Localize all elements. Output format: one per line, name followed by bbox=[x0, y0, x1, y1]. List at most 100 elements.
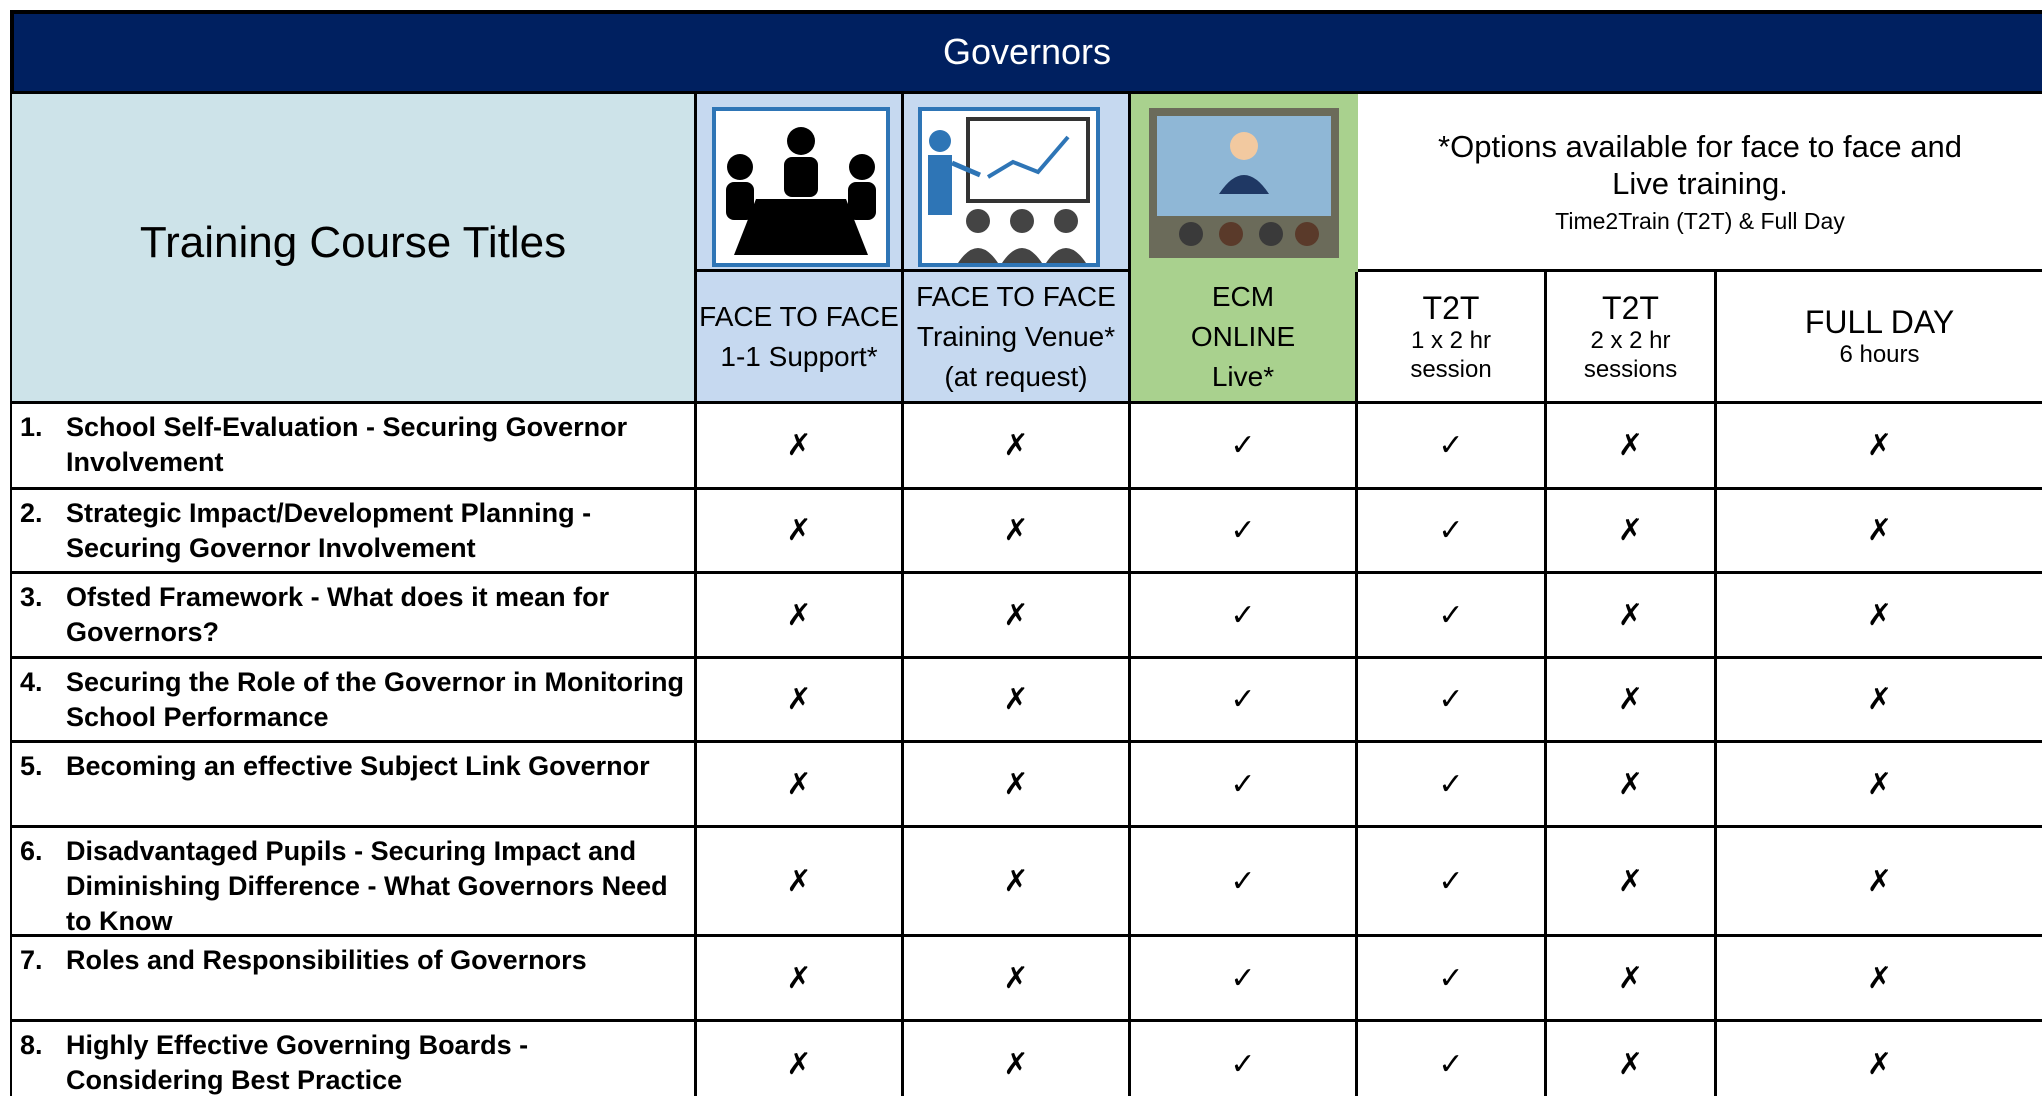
mark-cell: ✗ bbox=[904, 743, 1131, 828]
mark-cell: ✗ bbox=[1547, 828, 1717, 937]
mark-cell: ✓ bbox=[1131, 937, 1358, 1022]
column-label: session bbox=[1410, 355, 1492, 383]
column-label: T2T bbox=[1602, 289, 1659, 326]
row-title-text: Securing the Role of the Governor in Mon… bbox=[66, 667, 685, 732]
column-label: 1-1 Support* bbox=[720, 340, 878, 372]
mark: ✓ bbox=[1230, 863, 1256, 899]
mark: ✗ bbox=[1003, 766, 1029, 802]
column-header: FULL DAY 6 hours bbox=[1717, 272, 2042, 404]
column-label: ECM bbox=[1211, 280, 1275, 312]
row-number: 4. bbox=[20, 667, 43, 697]
mark: ✗ bbox=[1617, 960, 1644, 996]
mark: ✗ bbox=[786, 428, 812, 463]
column-label: Training Venue* bbox=[916, 320, 1116, 352]
row-title: 4. Securing the Role of the Governor in M… bbox=[12, 659, 697, 743]
mark: ✓ bbox=[1230, 682, 1256, 717]
mark: ✗ bbox=[786, 863, 812, 899]
column-label: FACE TO FACE bbox=[916, 280, 1116, 312]
mark-cell: ✗ bbox=[697, 743, 904, 828]
mark: ✗ bbox=[1003, 597, 1029, 633]
row-number: 5. bbox=[20, 751, 43, 781]
mark-cell: ✗ bbox=[1547, 659, 1717, 743]
mark-cell: ✓ bbox=[1358, 490, 1547, 574]
mark: ✓ bbox=[1230, 1047, 1256, 1082]
mark: ✓ bbox=[1230, 513, 1256, 548]
mark: ✗ bbox=[1617, 597, 1644, 633]
mark-cell: ✓ bbox=[1131, 743, 1358, 828]
mark-cell: ✓ bbox=[1358, 828, 1547, 937]
column-header: T2T 1 x 2 hr session bbox=[1358, 272, 1547, 404]
mark: ✗ bbox=[786, 766, 812, 802]
mark: ✗ bbox=[1617, 682, 1644, 717]
mark-cell: ✗ bbox=[904, 659, 1131, 743]
mark: ✗ bbox=[786, 513, 812, 548]
row-title: 8. Highly Effective Governing Boards - Co… bbox=[12, 1022, 697, 1096]
mark-cell: ✓ bbox=[1358, 743, 1547, 828]
mark: ✗ bbox=[1866, 513, 1893, 548]
mark-cell: ✗ bbox=[1717, 574, 2042, 659]
mark: ✗ bbox=[1617, 428, 1644, 463]
column-label: (at request) bbox=[944, 360, 1088, 392]
column-header: ECM ONLINE Live* bbox=[1131, 272, 1358, 404]
mark-cell: ✓ bbox=[1131, 828, 1358, 937]
mark-cell: ✗ bbox=[1547, 404, 1717, 490]
mark-cell: ✗ bbox=[904, 1022, 1131, 1096]
column-label: sessions bbox=[1583, 355, 1678, 383]
mark-cell: ✗ bbox=[1547, 937, 1717, 1022]
mark-cell: ✓ bbox=[1131, 574, 1358, 659]
mark: ✓ bbox=[1230, 766, 1256, 802]
icon-presentation bbox=[918, 107, 1100, 267]
mark: ✗ bbox=[1003, 1047, 1029, 1082]
mark-cell: ✗ bbox=[1547, 574, 1717, 659]
row-title-text: Disadvantaged Pupils - Securing Impact a… bbox=[66, 836, 668, 936]
mark-cell: ✗ bbox=[697, 490, 904, 574]
column-label: Live* bbox=[1211, 360, 1275, 392]
mark-cell: ✗ bbox=[1717, 937, 2042, 1022]
column-header: FACE TO FACE 1-1 Support* bbox=[697, 272, 904, 404]
mark: ✗ bbox=[786, 597, 812, 633]
column-label: ONLINE bbox=[1190, 320, 1296, 352]
mark: ✗ bbox=[1003, 863, 1029, 899]
row-title: 1. School Self-Evaluation - Securing Gove… bbox=[12, 404, 697, 490]
mark-cell: ✗ bbox=[697, 1022, 904, 1096]
mark-cell: ✗ bbox=[1717, 659, 2042, 743]
mark: ✓ bbox=[1230, 597, 1256, 633]
row-title: 5. Becoming an effective Subject Link Gov… bbox=[12, 743, 697, 828]
mark-cell: ✗ bbox=[1717, 490, 2042, 574]
mark-cell: ✗ bbox=[904, 574, 1131, 659]
row-number: 8. bbox=[20, 1030, 43, 1060]
mark: ✗ bbox=[1617, 863, 1644, 899]
column-label: T2T bbox=[1422, 289, 1480, 326]
icon-meeting bbox=[712, 107, 890, 267]
column-label: 1 x 2 hr bbox=[1410, 326, 1492, 354]
mark-cell: ✓ bbox=[1358, 574, 1547, 659]
row-title: 6. Disadvantaged Pupils - Securing Impact… bbox=[12, 828, 697, 937]
mark: ✓ bbox=[1438, 1047, 1464, 1082]
header-title: Governors bbox=[942, 30, 1112, 72]
mark: ✓ bbox=[1230, 428, 1256, 463]
mark-cell: ✗ bbox=[1717, 743, 2042, 828]
row-title-text: School Self-Evaluation - Securing Govern… bbox=[66, 412, 628, 477]
mark: ✗ bbox=[1617, 766, 1644, 802]
frame bbox=[10, 10, 2042, 14]
mark-cell: ✗ bbox=[697, 659, 904, 743]
mark-cell: ✗ bbox=[904, 937, 1131, 1022]
mark-cell: ✗ bbox=[1547, 1022, 1717, 1096]
mark: ✓ bbox=[1438, 682, 1464, 717]
mark: ✓ bbox=[1438, 513, 1464, 548]
mark: ✗ bbox=[1866, 597, 1893, 633]
row-title-text: Highly Effective Governing Boards - Cons… bbox=[66, 1030, 529, 1095]
icon-online bbox=[1131, 94, 1358, 272]
mark: ✗ bbox=[786, 682, 812, 717]
mark-cell: ✗ bbox=[697, 404, 904, 490]
mark: ✗ bbox=[1866, 682, 1893, 717]
mark: ✗ bbox=[786, 960, 812, 996]
row-title-text: Ofsted Framework - What does it mean for… bbox=[66, 582, 610, 647]
mark-cell: ✗ bbox=[697, 574, 904, 659]
mark-cell: ✗ bbox=[1547, 743, 1717, 828]
mark: ✗ bbox=[1866, 960, 1893, 996]
header-bar: Governors bbox=[12, 12, 2042, 94]
row-title-text: Becoming an effective Subject Link Gover… bbox=[66, 751, 650, 781]
mark-cell: ✗ bbox=[697, 828, 904, 937]
